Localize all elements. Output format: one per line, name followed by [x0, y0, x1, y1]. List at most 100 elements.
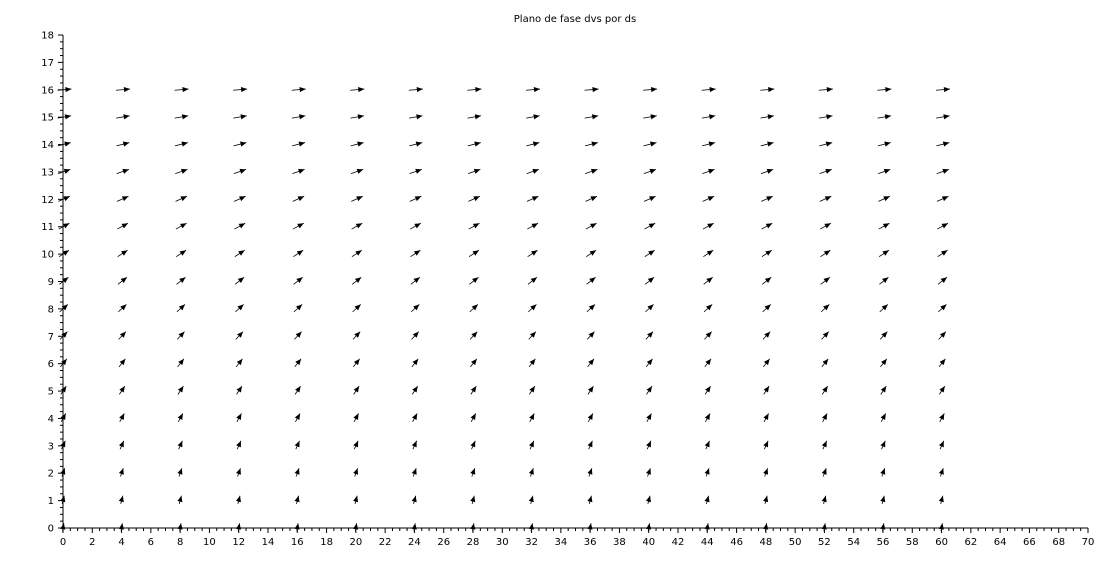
arrow-head	[530, 304, 537, 311]
vector-arrow	[526, 195, 539, 202]
vector-arrow	[409, 168, 422, 175]
y-tick-label: 14	[41, 140, 54, 151]
vector-arrow	[119, 413, 125, 422]
y-tick-label: 6	[48, 359, 54, 370]
vector-arrow	[467, 168, 481, 175]
vector-arrow	[585, 168, 598, 175]
arrow-head	[295, 358, 302, 366]
vector-arrow	[819, 168, 832, 175]
arrow-head	[821, 523, 827, 530]
arrow-head	[64, 141, 71, 147]
x-tick-label: 30	[496, 537, 509, 548]
arrow-head	[704, 495, 710, 503]
vector-arrow	[176, 276, 186, 285]
vector-arrow	[57, 168, 71, 175]
vector-arrow	[878, 195, 891, 202]
arrow-head	[821, 495, 827, 503]
arrow-head	[823, 277, 830, 284]
y-tick-label: 18	[41, 31, 54, 42]
arrow-head	[587, 440, 593, 448]
arrow-head	[178, 358, 184, 366]
arrow-head	[529, 413, 535, 420]
arrow-head	[178, 331, 185, 338]
vector-arrow	[938, 468, 944, 477]
arrow-head	[592, 86, 599, 93]
vector-arrow	[703, 304, 713, 313]
vector-arrow	[587, 440, 593, 450]
x-tick-label: 58	[906, 537, 919, 548]
arrow-head	[415, 141, 423, 147]
y-tick-label: 0	[48, 524, 54, 535]
vector-arrow	[235, 304, 244, 313]
vector-arrow	[763, 413, 769, 422]
arrow-head	[356, 168, 364, 174]
arrow-head	[943, 86, 950, 93]
arrow-head	[119, 358, 126, 366]
vector-arrow	[57, 114, 72, 120]
x-tick-label: 8	[177, 537, 183, 548]
vector-arrow	[877, 168, 891, 175]
vector-arrow	[233, 141, 247, 147]
vector-arrow	[938, 523, 944, 532]
vector-arrow	[878, 249, 890, 258]
arrow-head	[589, 250, 597, 256]
arrow-head	[298, 168, 305, 174]
vector-arrow	[702, 222, 714, 230]
vector-arrow	[644, 249, 655, 258]
arrow-head	[123, 114, 130, 120]
vector-arrow	[938, 440, 945, 450]
arrow-head	[297, 196, 305, 202]
vector-arrow	[236, 468, 241, 477]
x-tick-label: 34	[554, 537, 567, 548]
arrow-head	[706, 277, 713, 284]
arrow-head	[353, 495, 359, 503]
arrow-head	[353, 358, 360, 366]
arrow-head	[474, 114, 482, 120]
arrow-head	[177, 468, 183, 475]
vector-arrow	[528, 495, 534, 504]
arrow-head	[587, 523, 593, 530]
vector-arrow	[645, 331, 654, 340]
vector-arrow	[820, 249, 831, 258]
arrow-head	[122, 168, 129, 174]
arrow-head	[881, 304, 888, 311]
x-tick-label: 60	[935, 537, 948, 548]
arrow-head	[295, 386, 301, 393]
vector-arrow	[880, 385, 887, 395]
vector-arrow	[176, 331, 185, 340]
vector-arrow	[585, 249, 597, 258]
vector-arrow	[350, 86, 365, 93]
vector-arrow	[528, 358, 536, 368]
arrow-head	[121, 250, 128, 256]
arrow-head	[177, 440, 183, 448]
y-tick-label: 11	[41, 222, 54, 233]
vector-arrow	[294, 385, 301, 395]
vector-arrow	[704, 358, 712, 368]
vector-arrow	[935, 86, 951, 93]
vector-arrow	[467, 114, 482, 120]
arrow-head	[414, 223, 421, 229]
arrow-head	[943, 114, 950, 120]
vector-arrow	[587, 523, 593, 532]
arrow-head	[880, 523, 886, 530]
arrow-head	[764, 304, 771, 311]
arrow-head	[357, 141, 364, 147]
arrow-head	[296, 277, 303, 284]
vector-arrow	[703, 249, 714, 258]
arrow-head	[358, 86, 365, 93]
vector-arrow	[294, 440, 300, 450]
arrow-head	[884, 141, 891, 147]
arrow-head	[123, 86, 130, 93]
vector-arrow	[528, 331, 537, 340]
vector-arrow	[763, 468, 769, 477]
arrow-head	[472, 250, 479, 256]
vector-arrow	[352, 331, 361, 340]
vector-arrow	[761, 195, 773, 202]
arrow-head	[294, 468, 300, 475]
x-tick-label: 52	[818, 537, 831, 548]
vector-arrow	[763, 358, 770, 368]
vector-arrow	[880, 523, 886, 532]
arrow-head	[533, 114, 540, 120]
x-tick-label: 28	[467, 537, 480, 548]
x-tick-label: 14	[262, 537, 275, 548]
